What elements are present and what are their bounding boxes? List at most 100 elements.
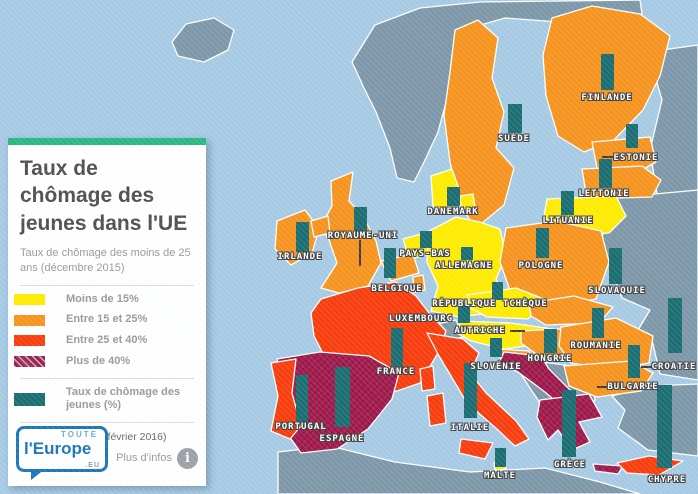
unemployment-bar-luxembourg — [458, 305, 470, 323]
pointer-line-autriche — [510, 330, 525, 332]
pointer-line-bulgarie — [597, 386, 610, 388]
country-label-italie: ITALIE — [450, 423, 490, 433]
unemployment-bar-slovaquie — [609, 248, 622, 284]
country-label-royaume-uni: ROYAUME-UNI — [327, 231, 399, 241]
country-shape-portugal — [270, 358, 302, 440]
logo-suffix-text: .EU — [85, 462, 100, 469]
divider — [20, 377, 194, 379]
unemployment-bar-chypre — [657, 385, 672, 468]
country-label-finlande: FINLANDE — [581, 93, 633, 103]
country-label-estonie: ESTONIE — [613, 153, 659, 163]
info-icon[interactable]: i — [177, 448, 198, 469]
unemployment-bar-finlande — [601, 54, 614, 90]
more-info-link[interactable]: Plus d'infos — [116, 452, 172, 464]
landmass-africa — [277, 445, 641, 494]
bar-legend-label: Taux de chômage des jeunes (%) — [66, 385, 181, 412]
legend-row: Plus de 40% — [14, 355, 194, 369]
country-shape-luxembourg — [412, 274, 426, 293]
country-label-belgique: BELGIQUE — [371, 284, 423, 294]
unemployment-bar-allemagne — [461, 247, 473, 260]
landmass-iceland — [171, 17, 235, 63]
divider — [20, 284, 194, 286]
country-label-danemark: DANEMARK — [427, 207, 479, 217]
country-label-autriche: AUTRICHE — [454, 326, 506, 336]
country-label-france: FRANCE — [376, 367, 416, 377]
choropleth-legend: Moins de 15% Entre 15 et 25% Entre 25 et 4… — [14, 293, 194, 369]
unemployment-bar-roumanie — [592, 308, 604, 338]
country-label-allemagne: ALLEMAGNE — [435, 261, 493, 271]
country-label-portugal: PORTUGAL — [275, 422, 327, 432]
country-shape-corse — [419, 365, 436, 392]
logo-top-text: TOUTE — [61, 430, 98, 439]
legend-swatch — [14, 314, 45, 326]
country-shape-italie — [426, 332, 530, 447]
pointer-line-estonie — [602, 156, 614, 158]
logo-speech-tail — [31, 469, 45, 480]
country-label-croatie: CROATIE — [651, 362, 697, 372]
legend-swatch — [14, 335, 45, 347]
country-label-bulgarie: BULGARIE — [607, 382, 659, 392]
divider — [20, 422, 194, 424]
legend-row: Entre 25 et 40% — [14, 334, 194, 348]
country-label-grece: GRÈCE — [553, 460, 587, 470]
country-label-hongrie: HONGRIE — [527, 354, 573, 364]
legend-label: Plus de 40% — [66, 354, 131, 367]
unemployment-bar-pays-bas — [420, 231, 432, 248]
unemployment-bar-belgique — [384, 248, 396, 278]
logo-main-text: l'Europe — [24, 439, 92, 458]
unemployment-bar-estonie — [626, 124, 638, 148]
country-shape-sicile — [458, 438, 494, 460]
country-label-pays-bas: PAYS-BAS — [399, 249, 451, 259]
legend-label: Entre 25 et 40% — [66, 334, 148, 347]
country-shape-danemark-iles — [459, 193, 476, 210]
country-label-espagne: ESPAGNE — [319, 434, 365, 444]
unemployment-bar-hongrie — [544, 329, 557, 353]
page-title: Taux de chômage des jeunes dans l'UE — [20, 157, 188, 235]
unemployment-bar-espagne — [335, 367, 350, 427]
legend-panel: Taux de chômage des jeunes dans l'UE Tau… — [8, 138, 206, 486]
unemployment-bar-grece — [562, 390, 576, 457]
page-subtitle: Taux de chômage des moins de 25 ans (déc… — [20, 246, 191, 274]
unemployment-bar-italie — [464, 363, 477, 418]
unemployment-bar-lettonie — [599, 159, 612, 188]
country-label-chypre: CHYPRE — [647, 475, 687, 485]
country-label-roumanie: ROUMANIE — [570, 341, 622, 351]
unemployment-bar-lituanie — [561, 191, 574, 215]
country-label-republique-tcheque: RÉPUBLIQUE TCHÈQUE — [432, 299, 548, 309]
unemployment-bar-irlande — [296, 222, 309, 252]
legend-swatch — [14, 356, 45, 368]
unemployment-bar-slovenie — [490, 338, 502, 357]
country-shape-suede — [443, 19, 515, 229]
legend-row: Moins de 15% — [14, 293, 194, 307]
bar-legend-swatch — [14, 392, 45, 406]
unemployment-bar-france — [391, 328, 403, 367]
panel-accent-strip — [8, 138, 206, 145]
country-label-slovenie: SLOVÉNIE — [470, 362, 522, 372]
toute-leurope-logo[interactable]: TOUTE l'Europe .EU — [16, 426, 108, 480]
country-label-malte: MALTE — [483, 471, 517, 481]
country-shape-pologne — [499, 220, 610, 307]
unemployment-bar-pologne — [536, 228, 549, 258]
country-label-pologne: POLOGNE — [518, 261, 564, 271]
country-label-lettonie: LETTONIE — [578, 189, 630, 199]
legend-label: Moins de 15% — [66, 292, 139, 305]
country-shape-sardaigne — [426, 392, 447, 427]
country-label-luxembourg: LUXEMBOURG — [388, 314, 454, 324]
legend-swatch — [14, 293, 45, 305]
country-label-irlande: IRLANDE — [277, 252, 323, 262]
country-label-lituanie: LITUANIE — [542, 216, 594, 226]
unemployment-bar-malte — [495, 448, 506, 467]
legend-label: Entre 15 et 25% — [66, 313, 148, 326]
country-shape-crete — [592, 463, 624, 475]
unemployment-bar-bulgarie — [628, 345, 640, 378]
legend-row: Entre 15 et 25% — [14, 313, 194, 327]
unemployment-bar-croatie — [668, 298, 682, 353]
unemployment-bar-danemark — [447, 187, 460, 206]
unemployment-bar-republique-tcheque — [492, 282, 503, 300]
country-label-suede: SUÈDE — [497, 134, 531, 144]
unemployment-bar-portugal — [296, 375, 308, 423]
